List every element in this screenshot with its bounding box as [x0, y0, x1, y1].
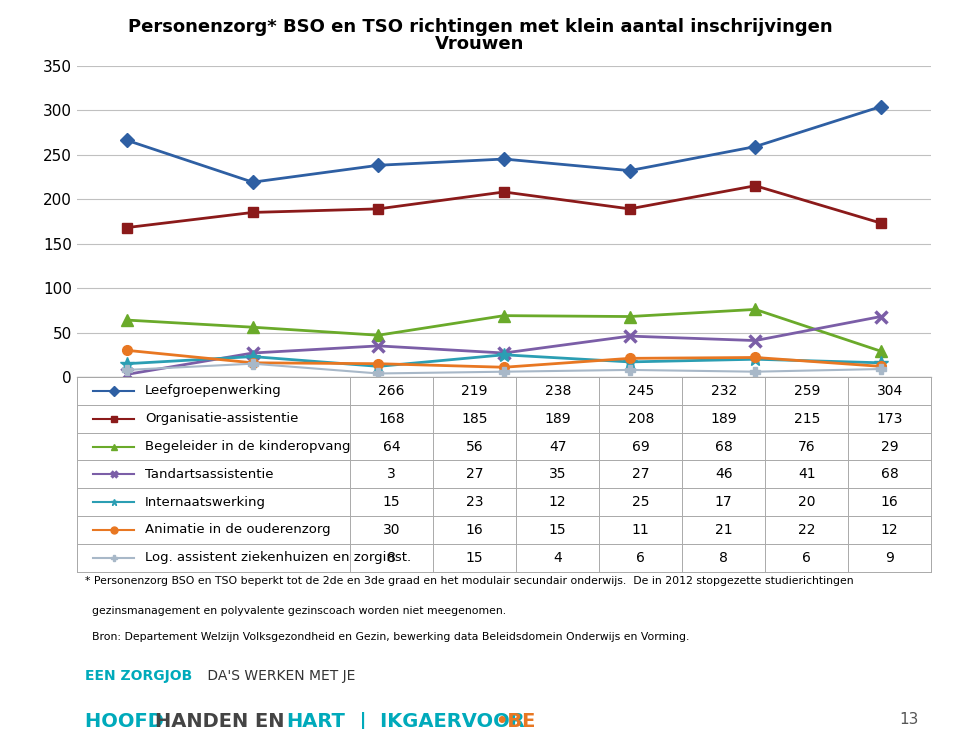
- Text: 27: 27: [466, 467, 484, 481]
- Text: 21: 21: [715, 523, 732, 537]
- Text: gezinsmanagement en polyvalente gezinscoach worden niet meegenomen.: gezinsmanagement en polyvalente gezinsco…: [85, 606, 507, 616]
- Text: 6: 6: [636, 551, 645, 565]
- Text: HART: HART: [286, 712, 345, 729]
- Text: Log. assistent ziekenhuizen en zorginst.: Log. assistent ziekenhuizen en zorginst.: [145, 551, 411, 564]
- Text: •BE: •BE: [495, 712, 536, 729]
- Bar: [77, 544, 931, 572]
- Text: 23: 23: [466, 495, 484, 509]
- Bar: [77, 377, 931, 405]
- Text: 8: 8: [387, 551, 396, 565]
- Text: 189: 189: [710, 412, 737, 426]
- Text: 56: 56: [466, 440, 484, 453]
- Text: Personenzorg* BSO en TSO richtingen met klein aantal inschrijvingen: Personenzorg* BSO en TSO richtingen met …: [128, 18, 832, 36]
- Text: * Personenzorg BSO en TSO beperkt tot de 2de en 3de graad en het modulair secund: * Personenzorg BSO en TSO beperkt tot de…: [85, 576, 854, 586]
- Text: 17: 17: [715, 495, 732, 509]
- Text: 20: 20: [798, 495, 815, 509]
- Text: 68: 68: [881, 467, 899, 481]
- Text: Internaatswerking: Internaatswerking: [145, 496, 266, 509]
- Text: Vrouwen: Vrouwen: [435, 35, 525, 53]
- Text: Organisatie-assistentie: Organisatie-assistentie: [145, 412, 299, 425]
- Text: 9: 9: [885, 551, 894, 565]
- Text: 27: 27: [632, 467, 650, 481]
- Text: EEN ZORGJOB: EEN ZORGJOB: [85, 668, 193, 683]
- Text: 15: 15: [549, 523, 566, 537]
- Text: Tandartsassistentie: Tandartsassistentie: [145, 468, 274, 481]
- Text: 13: 13: [899, 712, 919, 727]
- Text: 25: 25: [632, 495, 650, 509]
- Text: 35: 35: [549, 467, 566, 481]
- Text: Bron: Departement Welzijn Volksgezondheid en Gezin, bewerking data Beleidsdomein: Bron: Departement Welzijn Volksgezondhei…: [85, 631, 689, 642]
- Text: 68: 68: [715, 440, 732, 453]
- Text: 215: 215: [794, 412, 820, 426]
- Text: 208: 208: [628, 412, 654, 426]
- Text: 189: 189: [544, 412, 571, 426]
- Text: 29: 29: [881, 440, 899, 453]
- Text: 238: 238: [544, 384, 571, 398]
- Text: |  IKGAERVOOR: | IKGAERVOOR: [346, 712, 525, 729]
- Text: 47: 47: [549, 440, 566, 453]
- Bar: [77, 516, 931, 544]
- Text: HOOFD: HOOFD: [85, 712, 171, 729]
- Text: 15: 15: [466, 551, 484, 565]
- Text: 245: 245: [628, 384, 654, 398]
- Text: 185: 185: [462, 412, 488, 426]
- Text: 41: 41: [798, 467, 815, 481]
- Text: DA'S WERKEN MET JE: DA'S WERKEN MET JE: [204, 668, 355, 683]
- Text: 3: 3: [387, 467, 396, 481]
- Text: HANDEN EN: HANDEN EN: [156, 712, 292, 729]
- Bar: [77, 488, 931, 516]
- Text: 8: 8: [719, 551, 728, 565]
- Text: 30: 30: [383, 523, 400, 537]
- Text: 64: 64: [383, 440, 400, 453]
- Text: 219: 219: [462, 384, 488, 398]
- Text: 266: 266: [378, 384, 405, 398]
- Text: 76: 76: [798, 440, 815, 453]
- Text: 12: 12: [549, 495, 566, 509]
- Text: 11: 11: [632, 523, 650, 537]
- Bar: [77, 461, 931, 488]
- Text: 12: 12: [881, 523, 899, 537]
- Text: 22: 22: [798, 523, 815, 537]
- Text: Begeleider in de kinderopvang: Begeleider in de kinderopvang: [145, 440, 350, 453]
- Text: 15: 15: [383, 495, 400, 509]
- Text: 173: 173: [876, 412, 903, 426]
- Bar: [77, 405, 931, 432]
- Text: Animatie in de ouderenzorg: Animatie in de ouderenzorg: [145, 523, 331, 537]
- Text: 259: 259: [794, 384, 820, 398]
- Text: 69: 69: [632, 440, 650, 453]
- Text: 232: 232: [710, 384, 737, 398]
- Text: 16: 16: [466, 523, 484, 537]
- Bar: [77, 432, 931, 461]
- Text: 4: 4: [553, 551, 563, 565]
- Text: 16: 16: [881, 495, 899, 509]
- Text: 6: 6: [803, 551, 811, 565]
- Text: 304: 304: [876, 384, 902, 398]
- Text: Leefgroepenwerking: Leefgroepenwerking: [145, 384, 282, 397]
- Text: 168: 168: [378, 412, 405, 426]
- Text: 46: 46: [715, 467, 732, 481]
